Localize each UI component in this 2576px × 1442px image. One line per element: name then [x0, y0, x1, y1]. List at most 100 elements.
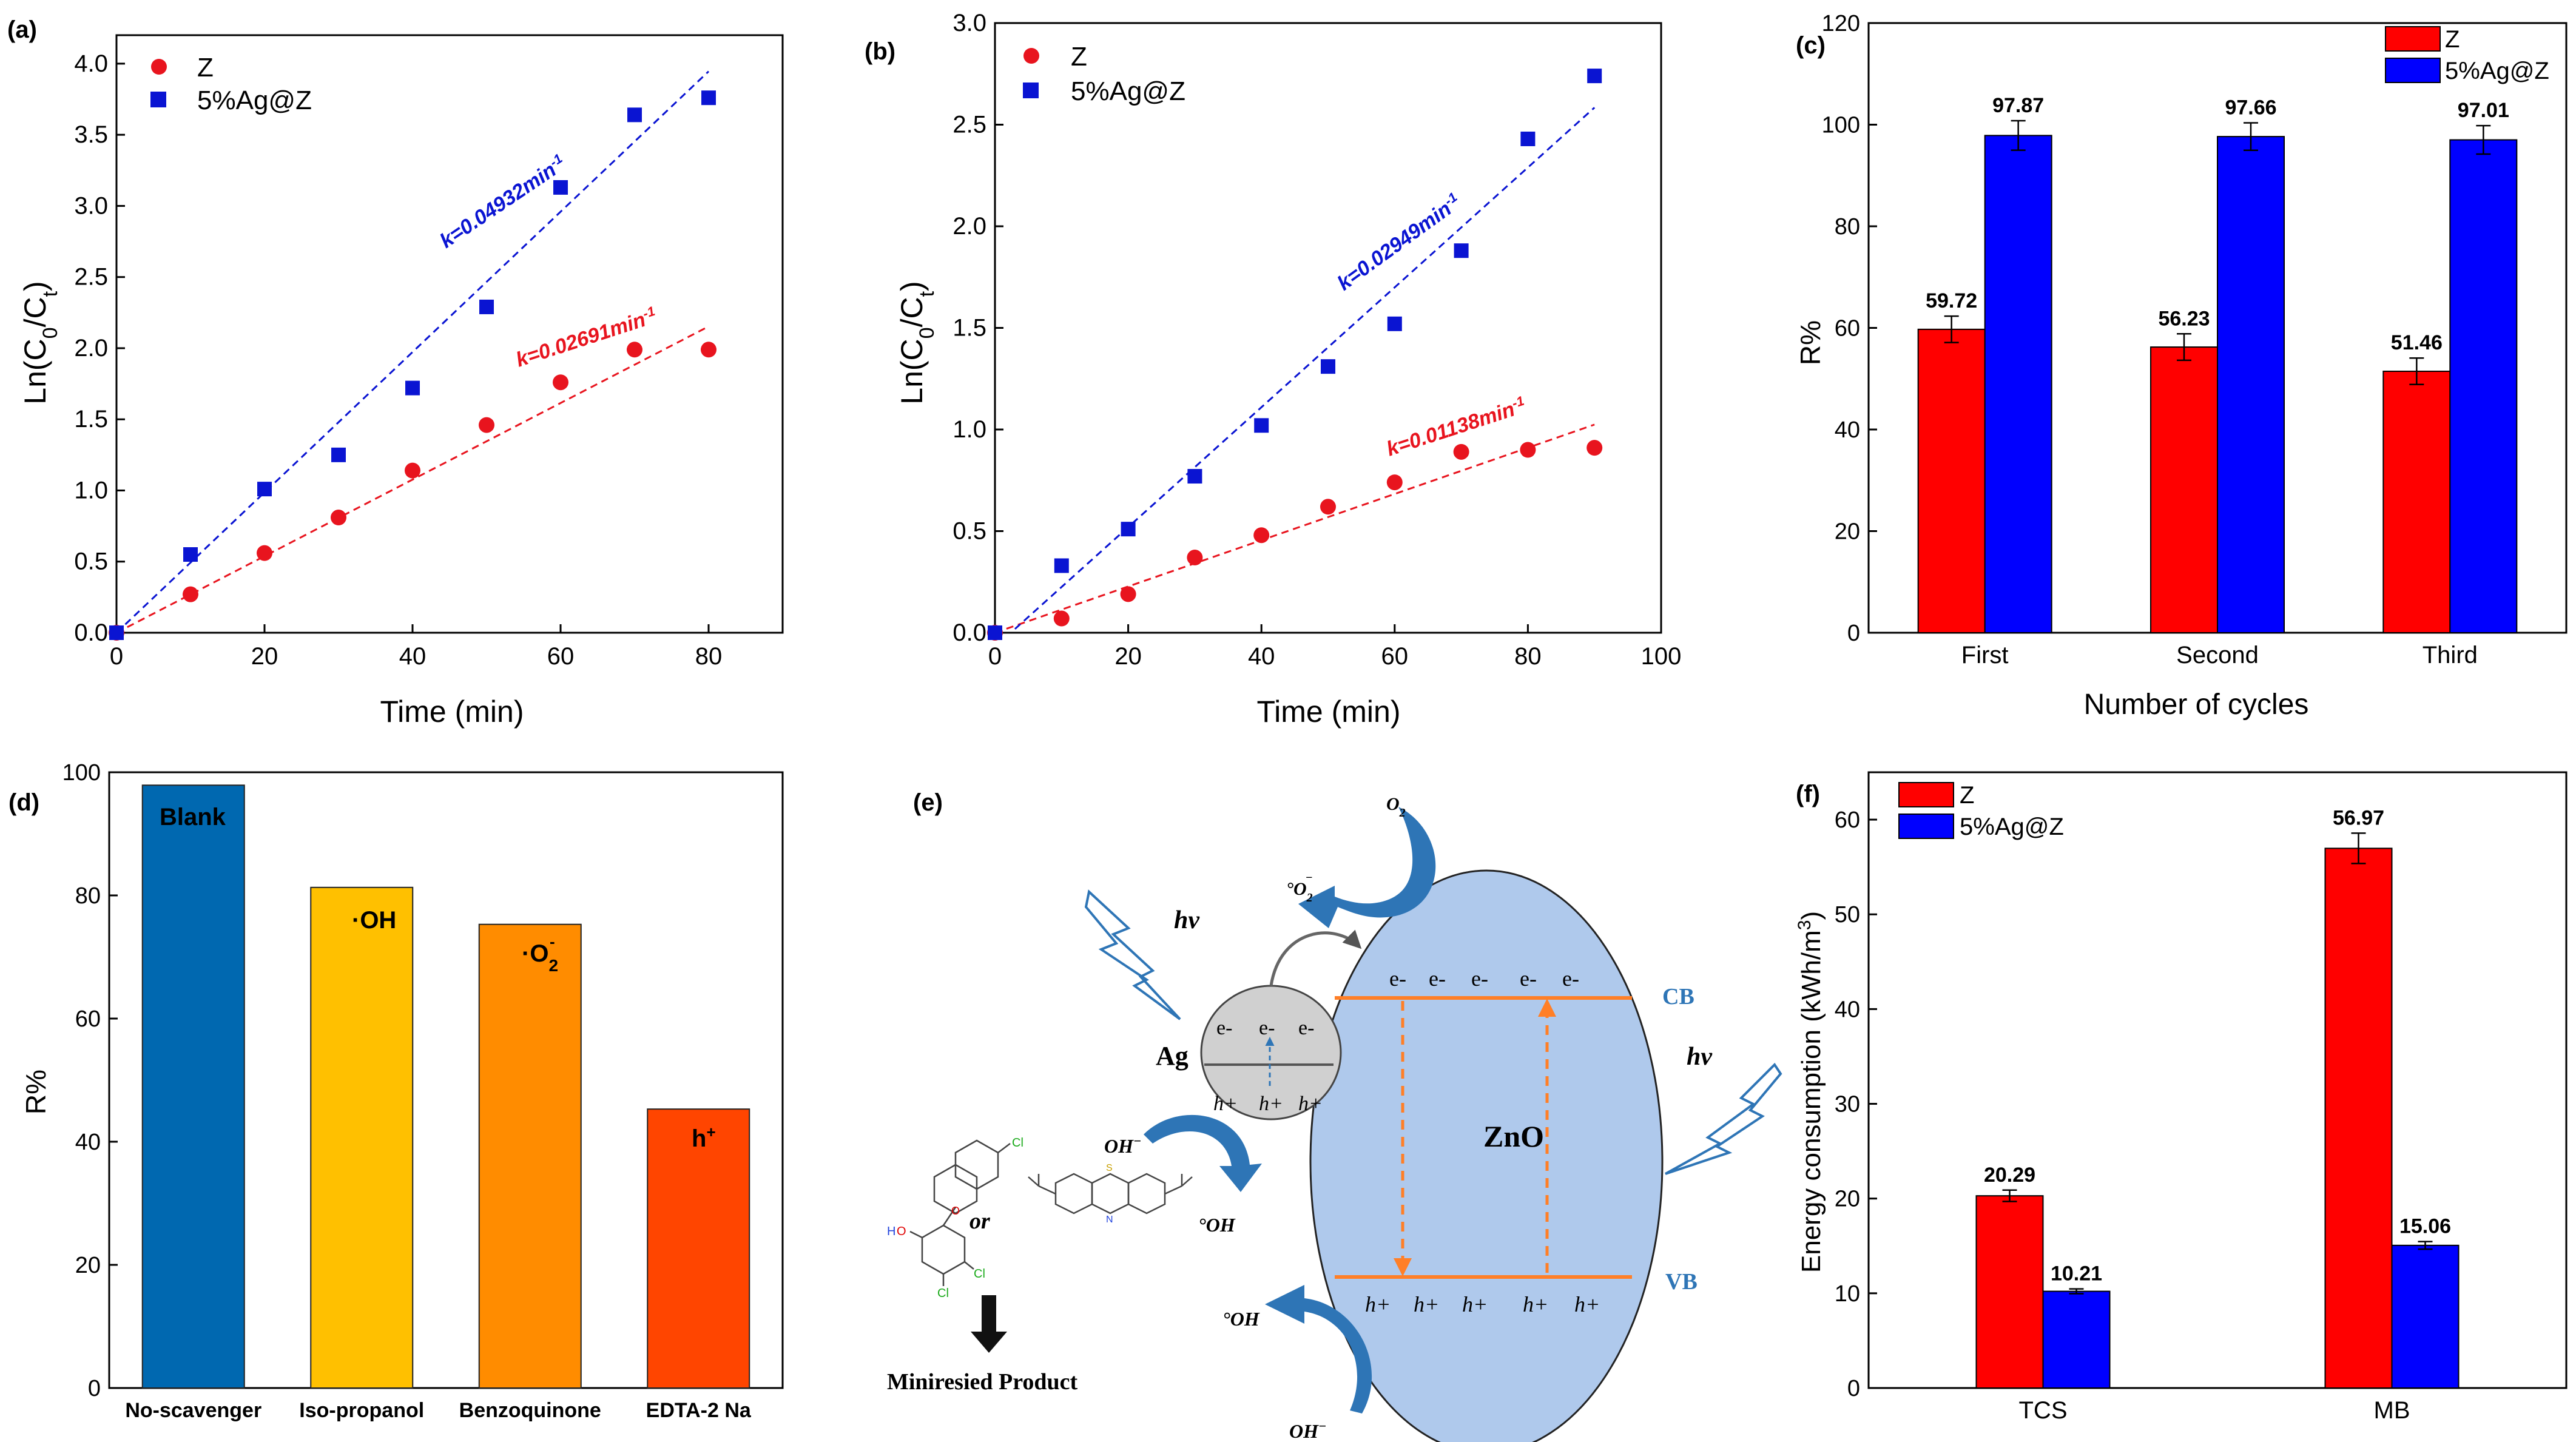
- plot-frame: [108, 771, 784, 1389]
- hydroxyl-radical-label-ag: °OH: [1198, 1214, 1236, 1236]
- bar-iso-propanol: [310, 886, 414, 1389]
- data-point-z: [553, 374, 568, 391]
- plot-frame: [1867, 771, 2568, 1389]
- hole: h+: [1365, 1292, 1391, 1316]
- bar-annotation-h: h+: [692, 1123, 716, 1152]
- bar-annotation-blank: Blank: [160, 804, 226, 830]
- oh-oxidation-arrow-vb: [1265, 1285, 1372, 1413]
- panel-f-chart: 0 10 20 30 40 50 60 TCS 20.29 10.21 MB 56.97 15.06: [1835, 771, 2568, 1424]
- data-point-z: [479, 417, 494, 433]
- cb-label: CB: [1662, 984, 1694, 1009]
- category-label: EDTA-2 Na: [646, 1399, 752, 1422]
- data-point-ag: [1387, 316, 1402, 331]
- electron: e-: [1389, 966, 1406, 991]
- y-tick-label: 4.0: [74, 50, 108, 77]
- y-tick-label: 3.5: [74, 121, 108, 148]
- ag-electron: e-: [1298, 1017, 1314, 1039]
- data-point-ag: [1121, 522, 1136, 537]
- panel-label-a: (a): [7, 16, 37, 43]
- electron: e-: [1429, 966, 1446, 991]
- y-tick-label: 0.5: [74, 548, 108, 575]
- panel-a-x-axis-label: Time (min): [380, 695, 524, 729]
- x-tick-label: 60: [547, 643, 575, 670]
- panel-d-chart: 0 20 40 60 80 100 No-scavenger Iso-propanol Benz…: [62, 760, 784, 1422]
- data-point-z: [1120, 586, 1136, 602]
- data-point-ag: [257, 482, 272, 497]
- panel-b-legend: Z 5%Ag@Z: [1023, 42, 1185, 106]
- data-point-ag: [1321, 359, 1335, 374]
- fit-line-5%Ag@Z: [1014, 107, 1596, 630]
- data-point-z: [1453, 443, 1469, 460]
- panel-c-chart: 0 20 40 60 80 100 120 First 59.72 97.87 Second 56.2…: [1822, 11, 2568, 669]
- superoxide-label: °O2−: [1286, 871, 1313, 905]
- data-point-ag: [479, 299, 494, 314]
- y-tick-label: 0: [88, 1376, 101, 1401]
- panel-a: (a) 0 20 40 60 80 0.0 0.5 1.0 1.5 2.0 2.5 3.0 3.5 4.0…: [7, 16, 784, 729]
- legend-label-ag: 5%Ag@Z: [197, 86, 312, 115]
- hydroxide-label-vb: OH−: [1289, 1418, 1326, 1442]
- y-tick-label: 60: [1835, 807, 1860, 833]
- x-tick-label: 40: [1248, 643, 1275, 670]
- legend-swatch-ag: [1898, 814, 1954, 839]
- fit-line-Z: [994, 423, 1595, 634]
- data-point-z: [1053, 610, 1070, 627]
- data-point-z: [257, 545, 272, 561]
- legend-marker-z: [151, 59, 167, 75]
- cl-atom-label: Cl: [1012, 1136, 1023, 1150]
- y-tick-label: 80: [75, 883, 101, 909]
- legend-marker-ag: [1023, 83, 1039, 98]
- bar-benzoquinone: [478, 923, 582, 1389]
- bar-z: [1975, 1195, 2044, 1389]
- ag-hole: h+: [1298, 1093, 1323, 1115]
- o2-reduction-arrow: [1298, 807, 1436, 928]
- y-tick-label: 40: [1835, 417, 1860, 443]
- panel-f-legend: Z 5%Ag@Z: [1898, 782, 2064, 840]
- x-tick-label: 0: [110, 643, 123, 670]
- y-tick-label: 3.0: [74, 192, 108, 219]
- hole: h+: [1414, 1292, 1439, 1316]
- y-tick-label: 60: [1835, 316, 1860, 342]
- data-point-ag: [988, 625, 1002, 640]
- hv-label-right: hν: [1687, 1043, 1713, 1071]
- legend-swatch-z: [1898, 782, 1954, 807]
- panel-a-chart: 0 20 40 60 80 0.0 0.5 1.0 1.5 2.0 2.5 3.0 3.5 4.0: [74, 34, 784, 670]
- product-label: Miniresied Product: [887, 1369, 1078, 1395]
- vb-holes: h+ h+ h+ h+ h+: [1365, 1292, 1600, 1316]
- bar-ag: [2391, 1244, 2460, 1389]
- data-point-ag: [627, 107, 642, 123]
- panel-e-diagram: (e) ZnO CB VB e- e- e- e- e- h+ h+ h+ h+…: [887, 789, 1782, 1442]
- panel-c-legend: Z 5%Ag@Z: [2385, 26, 2549, 84]
- y-tick-label: 1.0: [953, 416, 986, 443]
- panel-b-k-label-ag: k=0.02949min-1: [1332, 189, 1465, 295]
- category-label: TCS: [2019, 1397, 2068, 1424]
- x-tick-label: 80: [1514, 643, 1542, 670]
- data-point-ag: [1187, 469, 1202, 484]
- y-tick-label: 0.5: [953, 518, 986, 545]
- ag-hole: h+: [1213, 1093, 1238, 1115]
- y-tick-label: 20: [75, 1253, 101, 1278]
- hydroxide-label-ag: OH−: [1104, 1133, 1141, 1157]
- data-point-ag: [1587, 69, 1602, 84]
- legend-label-z: Z: [1960, 782, 1974, 809]
- data-label: 97.87: [1992, 94, 2044, 117]
- x-tick-label: 80: [695, 643, 723, 670]
- light-bolt-right-icon: [1665, 1062, 1782, 1175]
- legend-label-z: Z: [2445, 26, 2460, 53]
- cb-electrons: e- e- e- e- e-: [1389, 966, 1579, 991]
- x-tick-label: 40: [399, 643, 427, 670]
- legend-label-ag: 5%Ag@Z: [1071, 76, 1185, 106]
- panel-d: (d) 0 20 40 60 80 100 No-scavenger Iso-propanol…: [8, 760, 784, 1422]
- y-tick-label: 20: [1835, 1187, 1860, 1212]
- category-label: Iso-propanol: [299, 1399, 424, 1422]
- panel-label-e: (e): [913, 789, 943, 816]
- y-tick-label: 0.0: [953, 619, 986, 646]
- bar-z: [1917, 328, 1986, 633]
- fit-line-Z: [116, 325, 709, 634]
- ag-label: Ag: [1156, 1041, 1189, 1071]
- triclosan-structure-icon: [909, 1139, 1011, 1286]
- cl-atom-label: Cl: [937, 1287, 949, 1300]
- data-label: 51.46: [2391, 331, 2443, 354]
- bar-z: [2150, 346, 2218, 633]
- ag-electron: e-: [1216, 1017, 1232, 1039]
- ag-hole: h+: [1259, 1093, 1283, 1115]
